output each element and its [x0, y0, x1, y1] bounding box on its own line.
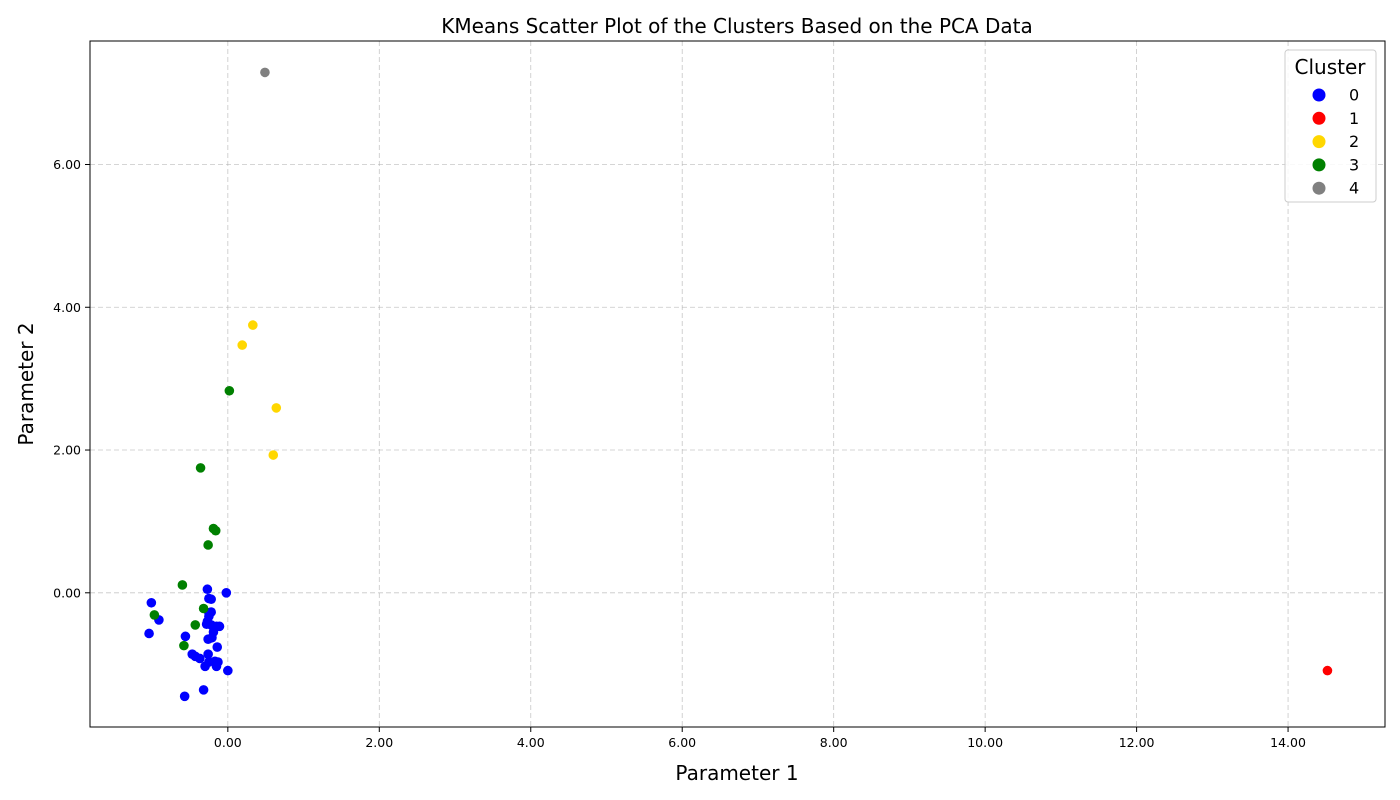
legend-label-3: 3	[1349, 155, 1359, 174]
cluster-3-point-1	[195, 463, 206, 473]
cluster-2-point-2	[271, 403, 282, 413]
cluster-0-point-3	[180, 631, 191, 642]
cluster-3-point-7	[149, 610, 160, 620]
cluster-0-point-22	[203, 649, 213, 659]
cluster-0-point-17	[207, 632, 217, 643]
legend-marker-1	[1312, 111, 1326, 125]
chart-title: KMeans Scatter Plot of the Clusters Base…	[441, 14, 1033, 38]
grid	[90, 41, 1385, 727]
cluster-0-point-7	[221, 587, 232, 598]
x-tick-label-3: 6.00	[668, 735, 696, 750]
legend-label-1: 1	[1349, 109, 1359, 128]
x-tick-label-0: 0.00	[214, 735, 242, 750]
y-tick-label-0: 0.00	[53, 585, 81, 600]
cluster-0-point-1	[144, 628, 154, 639]
legend-marker-0	[1312, 88, 1326, 102]
x-tick-label-6: 12.00	[1119, 735, 1155, 750]
legend-marker-3	[1312, 158, 1326, 172]
cluster-3-point-8	[190, 620, 201, 630]
cluster-0-point-4	[202, 584, 213, 595]
legend-marker-4	[1312, 181, 1326, 195]
cluster-0-point-31	[201, 619, 212, 630]
x-tick-label-2: 4.00	[517, 735, 545, 750]
y-tick-label-3: 6.00	[53, 157, 81, 172]
legend: Cluster 0 1 2 3 4	[1284, 49, 1377, 203]
cluster-0-point-18	[212, 642, 223, 652]
cluster-3-point-4	[203, 540, 213, 550]
legend-label-0: 0	[1349, 86, 1359, 105]
x-tick-label-1: 2.00	[365, 735, 393, 750]
cluster-0-point-29	[179, 691, 190, 702]
cluster-0-point-26	[200, 661, 210, 672]
legend-items: 0 1 2 3 4	[1312, 86, 1359, 198]
cluster-0-point-14	[214, 621, 225, 632]
y-axis-ticks: 0.00 2.00 4.00 6.00	[53, 157, 90, 600]
cluster-2-point-1	[237, 340, 248, 350]
cluster-3-point-5	[177, 580, 188, 590]
cluster-3-point-6	[198, 603, 209, 614]
x-tick-label-4: 8.00	[820, 735, 848, 750]
cluster-3-point-9	[179, 640, 189, 651]
legend-marker-2	[1312, 135, 1326, 149]
cluster-2-point-3	[268, 450, 279, 460]
cluster-0-point-21	[195, 653, 205, 664]
y-tick-label-2: 4.00	[53, 300, 81, 315]
y-tick-label-1: 2.00	[53, 443, 81, 458]
cluster-1-point-0	[1322, 665, 1333, 676]
cluster-0-point-30	[198, 685, 209, 695]
plot-area-frame	[89, 40, 1386, 728]
legend-box	[1284, 49, 1377, 203]
x-tick-label-5: 10.00	[967, 735, 1003, 750]
legend-label-4: 4	[1349, 179, 1359, 198]
legend-title: Cluster	[1295, 55, 1367, 79]
cluster-0-point-28	[223, 665, 233, 676]
x-tick-label-7: 14.00	[1270, 735, 1306, 750]
legend-label-2: 2	[1349, 132, 1359, 151]
cluster-0-point-0	[146, 597, 157, 608]
x-axis-ticks: 0.00 2.00 4.00 6.00 8.00 10.00 12.00 14.00	[214, 727, 1306, 750]
cluster-3-point-0	[224, 385, 235, 396]
y-axis-label: Parameter 2	[14, 322, 38, 445]
cluster-4-point-0	[260, 67, 270, 78]
x-axis-label: Parameter 1	[675, 761, 798, 785]
cluster-0-point-6	[206, 594, 216, 605]
cluster-2-point-0	[248, 320, 258, 330]
data-points	[144, 67, 1333, 702]
cluster-3-point-3	[210, 525, 221, 536]
cluster-0-point-27	[211, 661, 222, 672]
